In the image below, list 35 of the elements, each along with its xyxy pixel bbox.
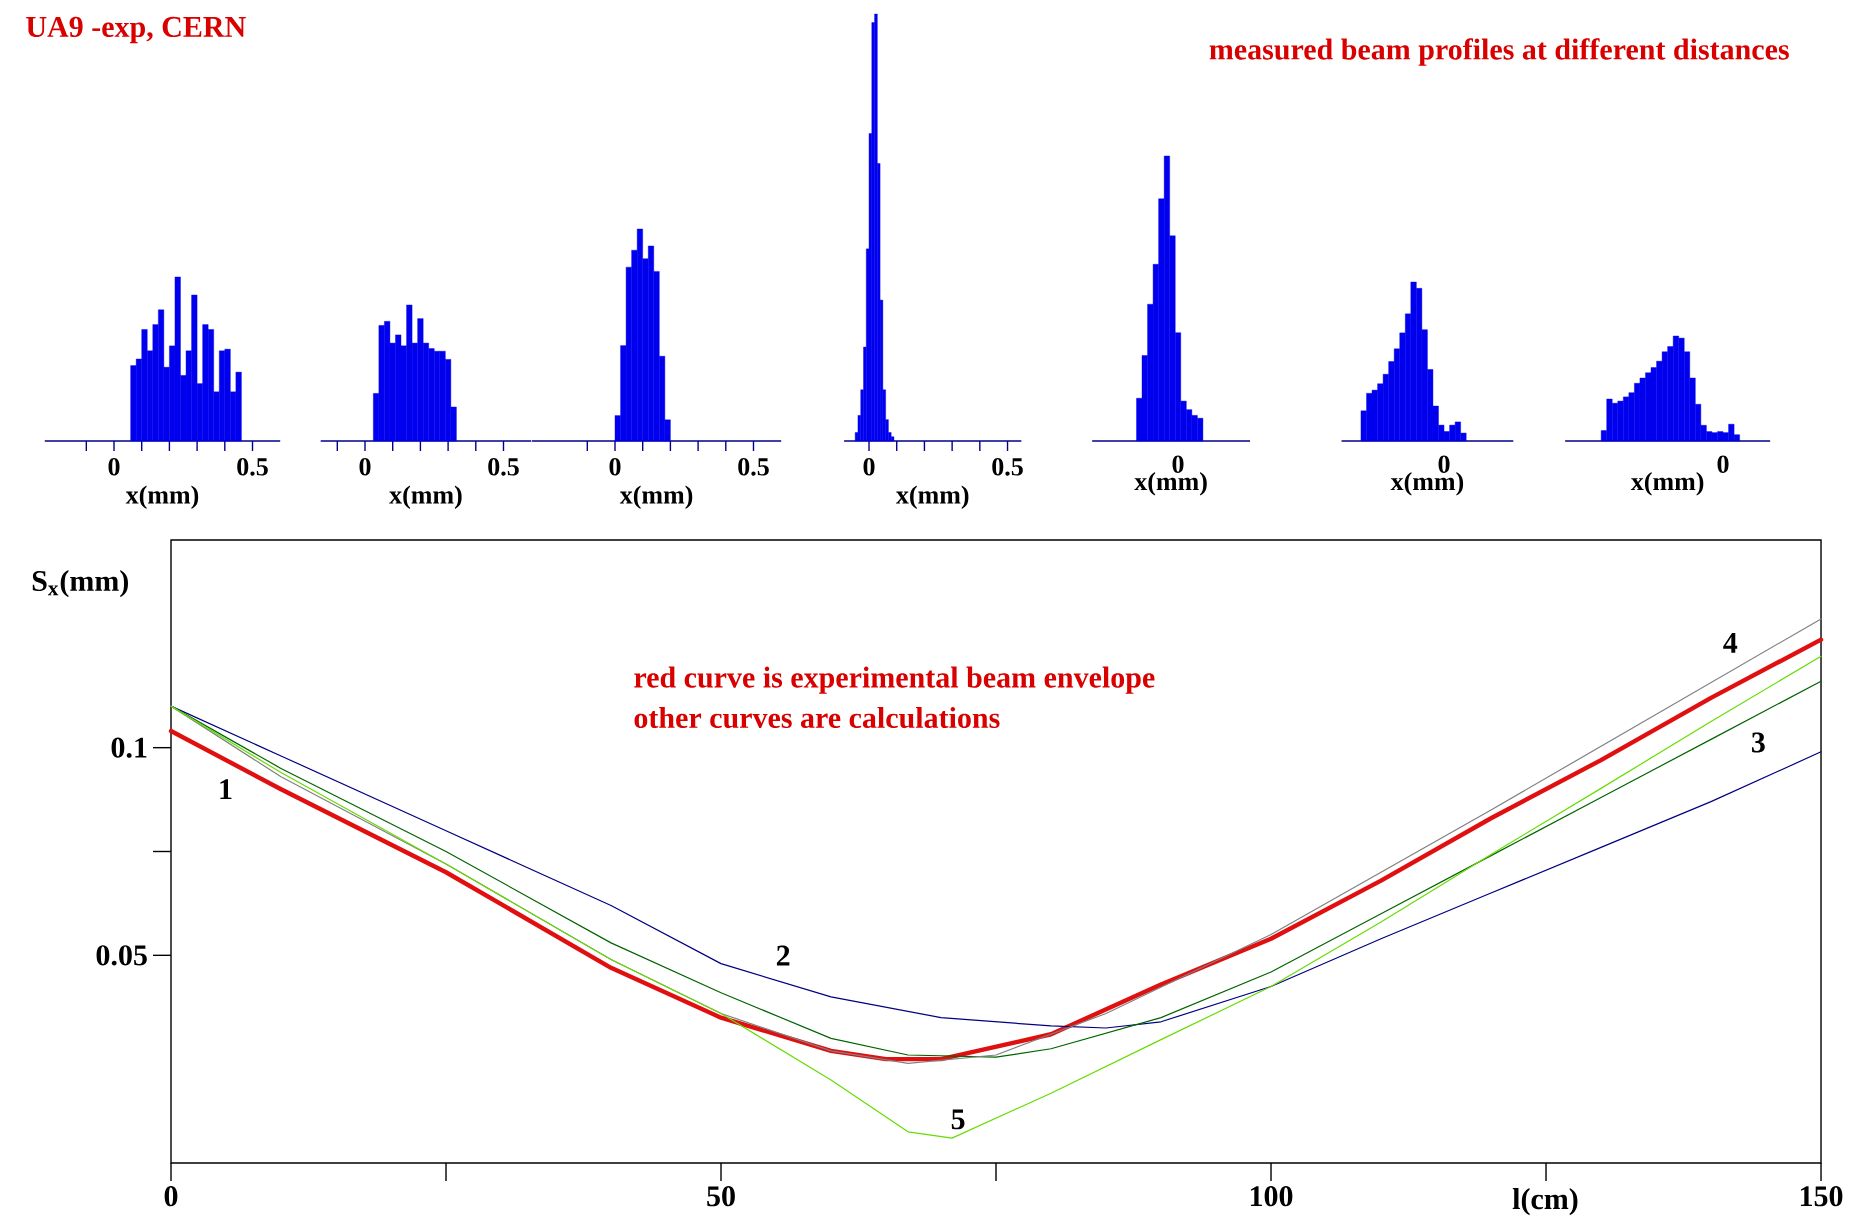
x-tick-label: 0.5 (237, 458, 268, 476)
line-series (170, 655, 1822, 1139)
x-tick-label: 0 (108, 458, 120, 476)
x-axis-title: x(mm) (1134, 472, 1207, 496)
text: UA9 -exp, CERN (26, 16, 246, 44)
x-tick-label: 0 (609, 458, 621, 476)
x-axis-title: x(mm) (125, 485, 199, 510)
x-tick-label: 0.5 (488, 458, 519, 476)
bar (890, 436, 895, 442)
series-label: 1 (220, 779, 232, 800)
x-tick-label: 0.5 (992, 458, 1023, 476)
x-axis-title: x(mm) (896, 485, 969, 510)
series-label: 5 (951, 1109, 965, 1130)
y-axis-title: S$_{x}$(mm) (32, 570, 129, 598)
x-tick-label: 0 (359, 458, 371, 476)
x-tick-label: 150 (1800, 1186, 1843, 1207)
series-label: 4 (1723, 632, 1738, 653)
x-tick-label: 0 (164, 1186, 178, 1207)
bar (874, 13, 878, 442)
text: measured beam profiles at different distances (1209, 38, 1789, 66)
annotation: other curves are calculations (634, 706, 1000, 729)
x-axis-title: x(mm) (1630, 472, 1704, 496)
x-tick-label: 0 (863, 458, 875, 476)
series-label: 3 (1751, 732, 1765, 753)
y-tick-label: 0.1 (111, 737, 147, 758)
x-axis-title: x(mm) (389, 485, 462, 510)
x-tick-label: 0.5 (738, 458, 769, 476)
series-label: 2 (776, 945, 790, 966)
x-tick-label: 50 (707, 1186, 735, 1207)
x-tick-label: 100 (1250, 1186, 1293, 1207)
y-tick-label: 0.05 (96, 945, 147, 966)
x-axis-title: x(mm) (619, 485, 693, 510)
annotation: red curve is experimental beam envelope (634, 666, 1155, 694)
x-axis-title: l(cm) (1512, 1188, 1578, 1216)
x-axis-title: x(mm) (1390, 472, 1464, 496)
